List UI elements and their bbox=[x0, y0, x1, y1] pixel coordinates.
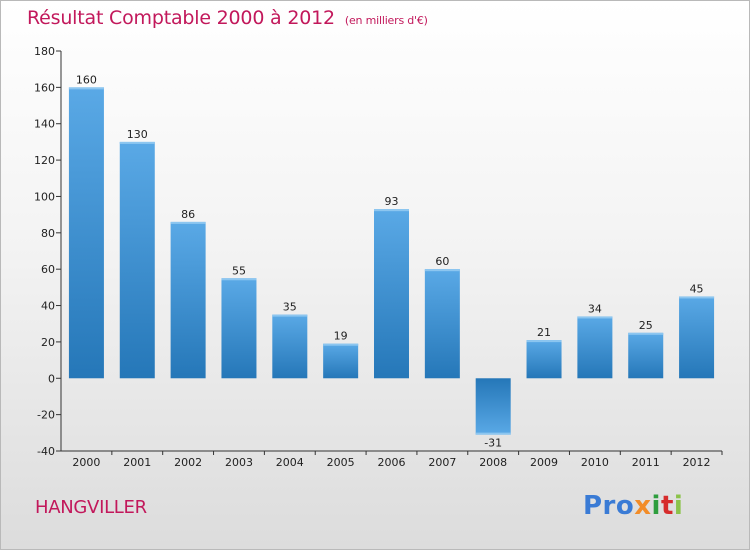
bar-2008 bbox=[475, 378, 511, 435]
bar-highlight-2010 bbox=[577, 316, 613, 319]
x-tick-label-2011: 2011 bbox=[632, 456, 660, 469]
x-tick-label-2006: 2006 bbox=[378, 456, 406, 469]
value-label-2009: 21 bbox=[537, 326, 551, 339]
value-label-2010: 34 bbox=[588, 302, 602, 315]
value-label-2011: 25 bbox=[639, 319, 653, 332]
y-tick-label: 0 bbox=[48, 372, 55, 385]
y-tick-label: 20 bbox=[41, 336, 55, 349]
y-tick-label: -20 bbox=[37, 409, 55, 422]
value-label-2007: 60 bbox=[435, 255, 449, 268]
bar-highlight-2005 bbox=[323, 343, 359, 346]
bar-2002 bbox=[170, 221, 206, 379]
value-label-2006: 93 bbox=[385, 195, 399, 208]
bar-highlight-2003 bbox=[221, 278, 257, 281]
x-tick-label-2002: 2002 bbox=[174, 456, 202, 469]
bar-highlight-2007 bbox=[424, 269, 460, 272]
y-tick-label: 120 bbox=[34, 154, 55, 167]
bar-2004 bbox=[272, 314, 308, 379]
value-label-2001: 130 bbox=[127, 128, 148, 141]
y-tick-label: 40 bbox=[41, 300, 55, 313]
y-tick-label: 60 bbox=[41, 263, 55, 276]
bar-highlight-2012 bbox=[679, 296, 715, 299]
y-tick-label: 160 bbox=[34, 81, 55, 94]
bar-2012 bbox=[679, 296, 715, 379]
x-tick-label-2010: 2010 bbox=[581, 456, 609, 469]
logo-part-i2: i bbox=[673, 491, 684, 521]
bar-2000 bbox=[68, 87, 104, 379]
value-label-2004: 35 bbox=[283, 301, 297, 314]
y-tick-label: -40 bbox=[37, 445, 55, 458]
x-tick-label-2000: 2000 bbox=[72, 456, 100, 469]
value-label-2003: 55 bbox=[232, 264, 246, 277]
bar-highlight-2006 bbox=[374, 209, 409, 212]
bar-2010 bbox=[577, 316, 613, 379]
x-tick-label-2007: 2007 bbox=[428, 456, 456, 469]
chart-title-text: Résultat Comptable 2000 à 2012 bbox=[27, 7, 335, 29]
x-tick-label-2009: 2009 bbox=[530, 456, 558, 469]
logo-part-i1: i bbox=[651, 491, 661, 521]
bar-highlight-2004 bbox=[272, 314, 308, 317]
commune-name: HANGVILLER bbox=[35, 497, 147, 518]
y-tick-label: 100 bbox=[34, 190, 55, 203]
bar-2007 bbox=[424, 269, 460, 379]
proxiti-logo: Proxiti bbox=[583, 491, 683, 521]
logo-part-pro: Pro bbox=[583, 491, 635, 521]
bar-2006 bbox=[374, 209, 409, 379]
x-tick-label-2004: 2004 bbox=[276, 456, 304, 469]
logo-part-t: t bbox=[660, 491, 674, 521]
bar-2011 bbox=[628, 332, 664, 379]
chart-title: Résultat Comptable 2000 à 2012 (en millie… bbox=[27, 7, 428, 29]
bar-highlight-2001 bbox=[119, 141, 155, 144]
y-tick-label: 140 bbox=[34, 118, 55, 131]
x-tick-label-2008: 2008 bbox=[479, 456, 507, 469]
x-tick-label-2005: 2005 bbox=[327, 456, 355, 469]
y-tick-label: 180 bbox=[34, 45, 55, 58]
value-label-2000: 160 bbox=[76, 73, 97, 86]
value-label-2012: 45 bbox=[690, 282, 704, 295]
value-label-2008: -31 bbox=[484, 437, 502, 450]
bar-highlight-2000 bbox=[68, 87, 104, 90]
value-label-2005: 19 bbox=[334, 330, 348, 343]
bar-highlight-2008 bbox=[475, 432, 511, 435]
bar-highlight-2002 bbox=[170, 221, 206, 224]
bar-2001 bbox=[119, 141, 155, 379]
bar-2005 bbox=[323, 343, 359, 379]
bar-highlight-2011 bbox=[628, 332, 664, 335]
x-tick-label-2012: 2012 bbox=[683, 456, 711, 469]
value-label-2002: 86 bbox=[181, 208, 195, 221]
logo-part-x: x bbox=[634, 491, 652, 521]
bar-2009 bbox=[526, 340, 562, 379]
bar-highlight-2009 bbox=[526, 340, 562, 343]
chart-subtitle: (en milliers d'€) bbox=[344, 14, 428, 27]
y-tick-label: 80 bbox=[41, 227, 55, 240]
x-tick-label-2003: 2003 bbox=[225, 456, 253, 469]
bar-2003 bbox=[221, 278, 257, 379]
x-tick-label-2001: 2001 bbox=[123, 456, 151, 469]
